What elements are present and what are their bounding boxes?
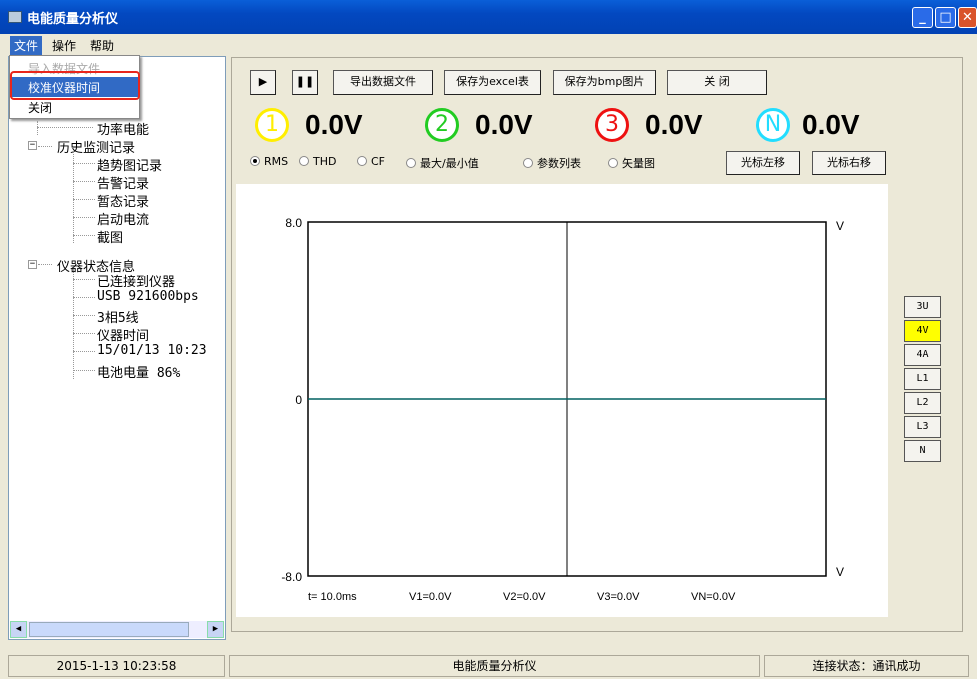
phase-label-icon: N [756,108,790,142]
readout-v1: V1=0.0V [409,591,452,603]
tree-item-history[interactable]: 历史监测记录 [57,141,136,156]
collapse-icon[interactable]: − [28,140,37,150]
channel-button-l2[interactable]: L2 [904,392,941,414]
radio-icon[interactable] [406,158,416,168]
channel-button-l3[interactable]: L3 [904,416,941,438]
menu-item-calibrate-time[interactable]: 校准仪器时间 [10,77,139,97]
scroll-left-icon[interactable]: ◀ [10,621,27,638]
pause-button[interactable]: ❚❚ [292,70,318,95]
channel-button-4v[interactable]: 4V [904,320,941,342]
y-tick-label: 8.0 [285,216,302,230]
menu-item-close[interactable]: 关闭 [28,101,53,115]
export-data-button[interactable]: 导出数据文件 [333,70,433,95]
readout-t: t= 10.0ms [308,591,357,603]
status-app: 电能质量分析仪 [229,655,760,677]
mode-cf[interactable]: CF [357,155,385,168]
channel-button-l1[interactable]: L1 [904,368,941,390]
tree-item-screenshot[interactable]: 截图 [97,231,124,246]
mode-thd[interactable]: THD [299,155,336,168]
tree-item-connected: 已连接到仪器 [97,275,176,290]
radio-icon[interactable] [250,156,260,166]
phase-value: 0.0V [802,109,860,140]
phase-label-icon: 1 [255,108,289,142]
mode-maxmin[interactable]: 最大/最小值 [406,155,479,171]
highlight-box [10,71,140,100]
status-bar: 2015-1-13 10:23:58 电能质量分析仪 连接状态：通讯成功 [0,651,977,679]
menu-file[interactable]: 文件 [10,36,43,55]
y-tick-label: 0 [295,393,302,407]
app-icon [8,11,22,23]
play-button[interactable]: ▶ [250,70,276,95]
tree-item-usb: USB 921600bps [97,289,199,304]
mode-params[interactable]: 参数列表 [523,155,581,171]
tree-item-battery: 电池电量 86% [97,366,181,381]
collapse-icon[interactable]: − [28,259,37,269]
menu-help[interactable]: 帮助 [90,39,115,53]
cursor-right-button[interactable]: 光标右移 [812,151,886,175]
scroll-right-icon[interactable]: ▶ [207,621,224,638]
main-panel [231,57,963,632]
unit-top: V [836,219,844,233]
tree-item-power-energy[interactable]: 功率电能 [97,123,150,138]
tree-item-trend[interactable]: 趋势图记录 [97,159,163,174]
phase-label-icon: 2 [425,108,459,142]
scroll-thumb[interactable] [29,622,189,637]
close-window-button[interactable]: ✕ [958,7,977,28]
waveform-chart: 8.0 0 -8.0 V V t= 10.0ms V1=0.0V V2=0.0V V… [236,184,888,617]
phase-readout-1: 1 0.0V [255,108,395,148]
phase-label-icon: 3 [595,108,629,142]
menu-bar: 文件 操作 帮助 [0,34,977,55]
close-panel-button[interactable]: 关 闭 [667,70,767,95]
cursor-left-button[interactable]: 光标左移 [726,151,800,175]
radio-icon[interactable] [299,156,309,166]
phase-value: 0.0V [305,109,363,140]
readout-v2: V2=0.0V [503,591,546,603]
title-bar: 电能质量分析仪 _ □ ✕ [0,0,977,34]
horizontal-scrollbar[interactable]: ◀ ▶ [10,621,224,638]
readout-vn: VN=0.0V [691,591,736,603]
channel-button-4a[interactable]: 4A [904,344,941,366]
phase-value: 0.0V [645,109,703,140]
tree-item-status[interactable]: 仪器状态信息 [57,260,136,275]
unit-bottom: V [836,565,844,579]
phase-readout-n: N 0.0V [756,108,896,148]
tree-item-transient[interactable]: 暂态记录 [97,195,150,210]
phase-value: 0.0V [475,109,533,140]
tree-item-inrush[interactable]: 启动电流 [97,213,150,228]
minimize-button[interactable]: _ [912,7,933,28]
status-connection: 连接状态：通讯成功 [764,655,969,677]
radio-icon[interactable] [523,158,533,168]
menu-operate[interactable]: 操作 [52,39,77,53]
phase-readout-2: 2 0.0V [425,108,565,148]
tree-item-wiring: 3相5线 [97,311,139,326]
y-tick-label: -8.0 [281,570,302,584]
readout-v3: V3=0.0V [597,591,640,603]
radio-icon[interactable] [608,158,618,168]
save-bmp-button[interactable]: 保存为bmp图片 [553,70,656,95]
mode-rms[interactable]: RMS [250,155,288,168]
mode-vector[interactable]: 矢量图 [608,155,655,171]
channel-button-3u[interactable]: 3U [904,296,941,318]
tree-item-alarm[interactable]: 告警记录 [97,177,150,192]
channel-button-n[interactable]: N [904,440,941,462]
tree-item-time-value: 15/01/13 10:23 [97,343,207,358]
navigation-tree: 功率电能 − 历史监测记录 趋势图记录 告警记录 暂态记录 启动电流 截图 − … [8,56,226,640]
waveform-svg: 8.0 0 -8.0 V V t= 10.0ms V1=0.0V V2=0.0V V… [281,216,844,603]
window-title: 电能质量分析仪 [27,12,119,27]
status-datetime: 2015-1-13 10:23:58 [8,655,225,677]
save-excel-button[interactable]: 保存为excel表 [444,70,541,95]
phase-readout-3: 3 0.0V [595,108,735,148]
tree-item-time-label: 仪器时间 [97,329,150,344]
radio-icon[interactable] [357,156,367,166]
maximize-button[interactable]: □ [935,7,956,28]
